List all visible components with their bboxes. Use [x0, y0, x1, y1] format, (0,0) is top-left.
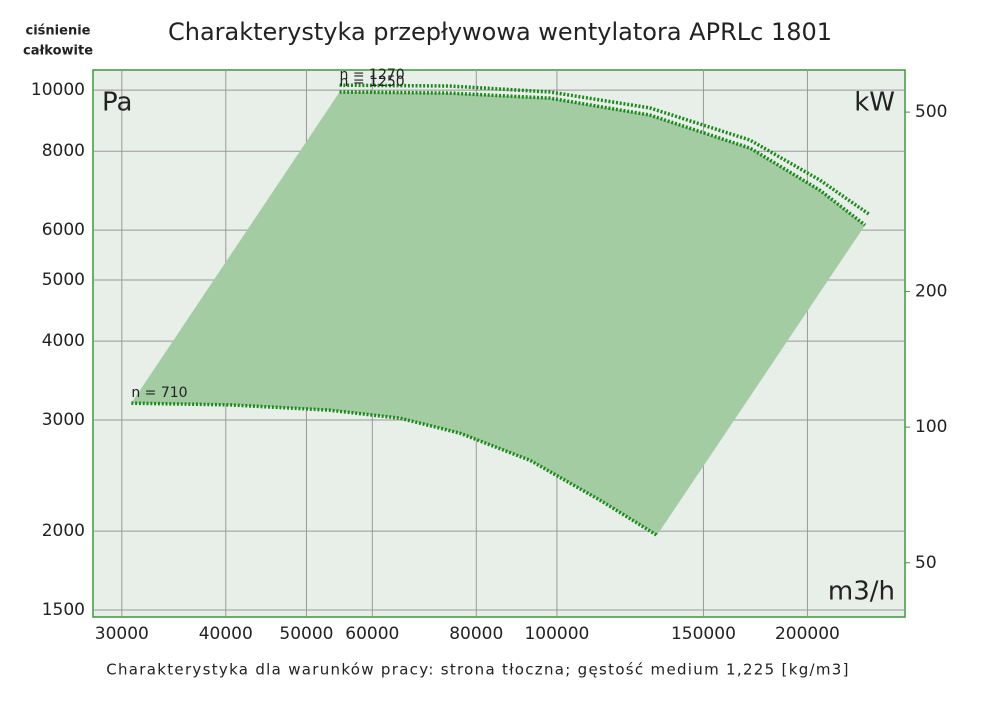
speed-curve — [339, 83, 872, 217]
note: Charakterystyka dla warunków pracy: stro… — [106, 661, 850, 679]
speed-curve — [339, 90, 867, 227]
x-unit: m3/h — [828, 577, 895, 607]
x-tick-label: 100000 — [524, 624, 589, 644]
y-tick-label: 5000 — [42, 270, 85, 290]
x-tick-label: 60000 — [345, 624, 399, 644]
series-label: n = 1270 — [340, 67, 405, 83]
y2-tick-label: 100 — [915, 417, 947, 437]
x-tick-label: 80000 — [449, 624, 503, 644]
operating-area — [131, 91, 866, 536]
x-tick-label: 150000 — [671, 624, 736, 644]
series-label: n = 710 — [131, 385, 187, 401]
chart-title: Charakterystyka przepływowa wentylatora … — [168, 18, 832, 46]
series-label: n = 1250 — [340, 74, 405, 90]
y2-tick-label: 200 — [915, 281, 947, 301]
y-tick-label: 3000 — [42, 410, 85, 430]
x-tick-label: 200000 — [775, 624, 840, 644]
y-tick-label: 2000 — [42, 521, 85, 541]
y-tick-label: 1500 — [42, 600, 85, 620]
x-tick-label: 30000 — [95, 624, 149, 644]
y-tick-label: 10000 — [31, 80, 85, 100]
y-tick-label: 4000 — [42, 331, 85, 351]
y2-tick-label: 50 — [915, 553, 937, 573]
y-label: ciśnienie — [26, 24, 91, 39]
speed-curve — [131, 401, 658, 537]
y2-tick-label: 500 — [915, 102, 947, 122]
y-label: całkowite — [23, 44, 93, 59]
y2-unit: kW — [854, 88, 895, 118]
y-unit: Pa — [102, 88, 132, 118]
x-tick-label: 40000 — [199, 624, 253, 644]
y-tick-label: 8000 — [42, 141, 85, 161]
y-tick-label: 6000 — [42, 220, 85, 240]
x-tick-label: 50000 — [279, 624, 333, 644]
